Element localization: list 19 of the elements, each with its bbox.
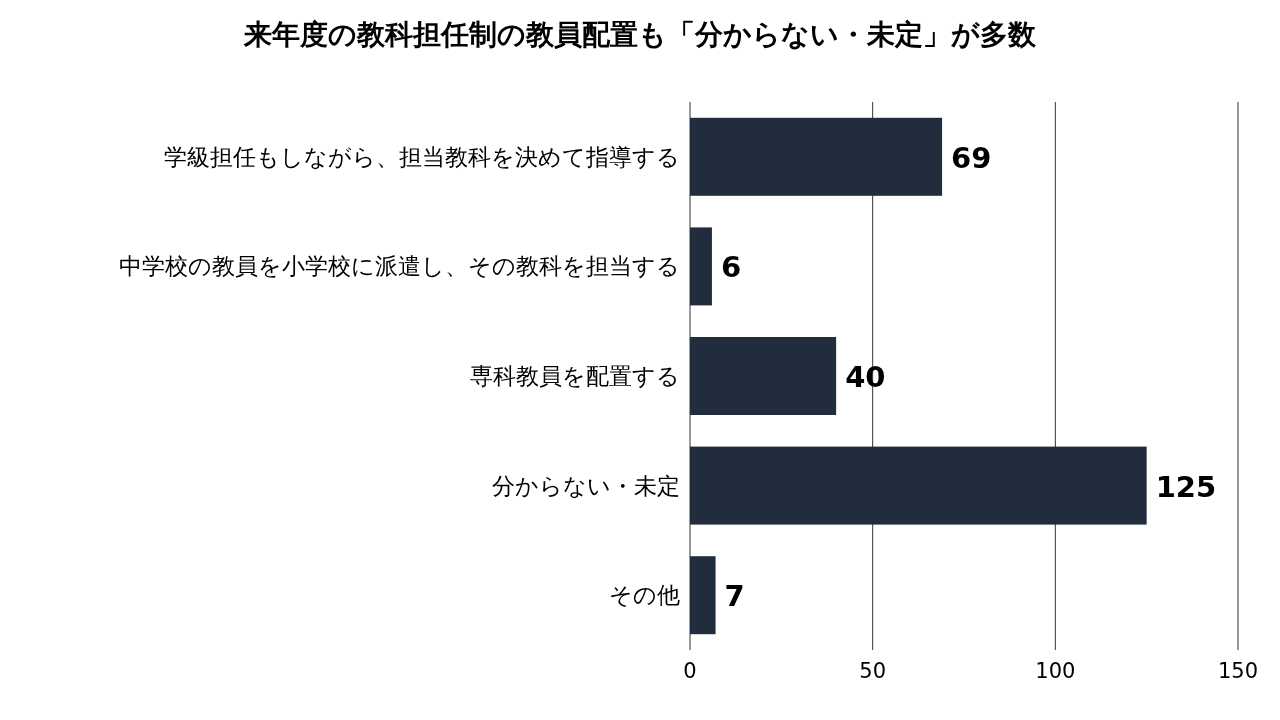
bar: [690, 117, 943, 196]
x-tick-label: 50: [859, 659, 887, 683]
bar: [690, 556, 716, 635]
bar: [690, 446, 1147, 525]
data-label: 6: [720, 250, 742, 285]
data-label: 69: [951, 140, 992, 175]
x-tick-label: 100: [1035, 659, 1076, 683]
data-label: 7: [724, 579, 745, 614]
data-label: 125: [1155, 469, 1217, 504]
y-tick-label: 中学校の教員を小学校に派遣し、その教科を担当する: [119, 253, 680, 280]
bar: [690, 227, 712, 306]
y-tick-label: 分からない・未定: [492, 472, 680, 499]
bar: [690, 337, 837, 415]
title: 来年度の教科担任制の教員配置も「分からない・未定」が多数: [244, 18, 1036, 51]
y-tick-label: 専科教員を配置する: [470, 363, 680, 389]
y-tick-label: 学級担任もしながら、担当教科を決めて指導する: [164, 143, 680, 170]
x-tick-label: 150: [1217, 659, 1259, 683]
x-tick-label: 0: [683, 659, 697, 683]
y-tick-label: その他: [609, 582, 680, 609]
